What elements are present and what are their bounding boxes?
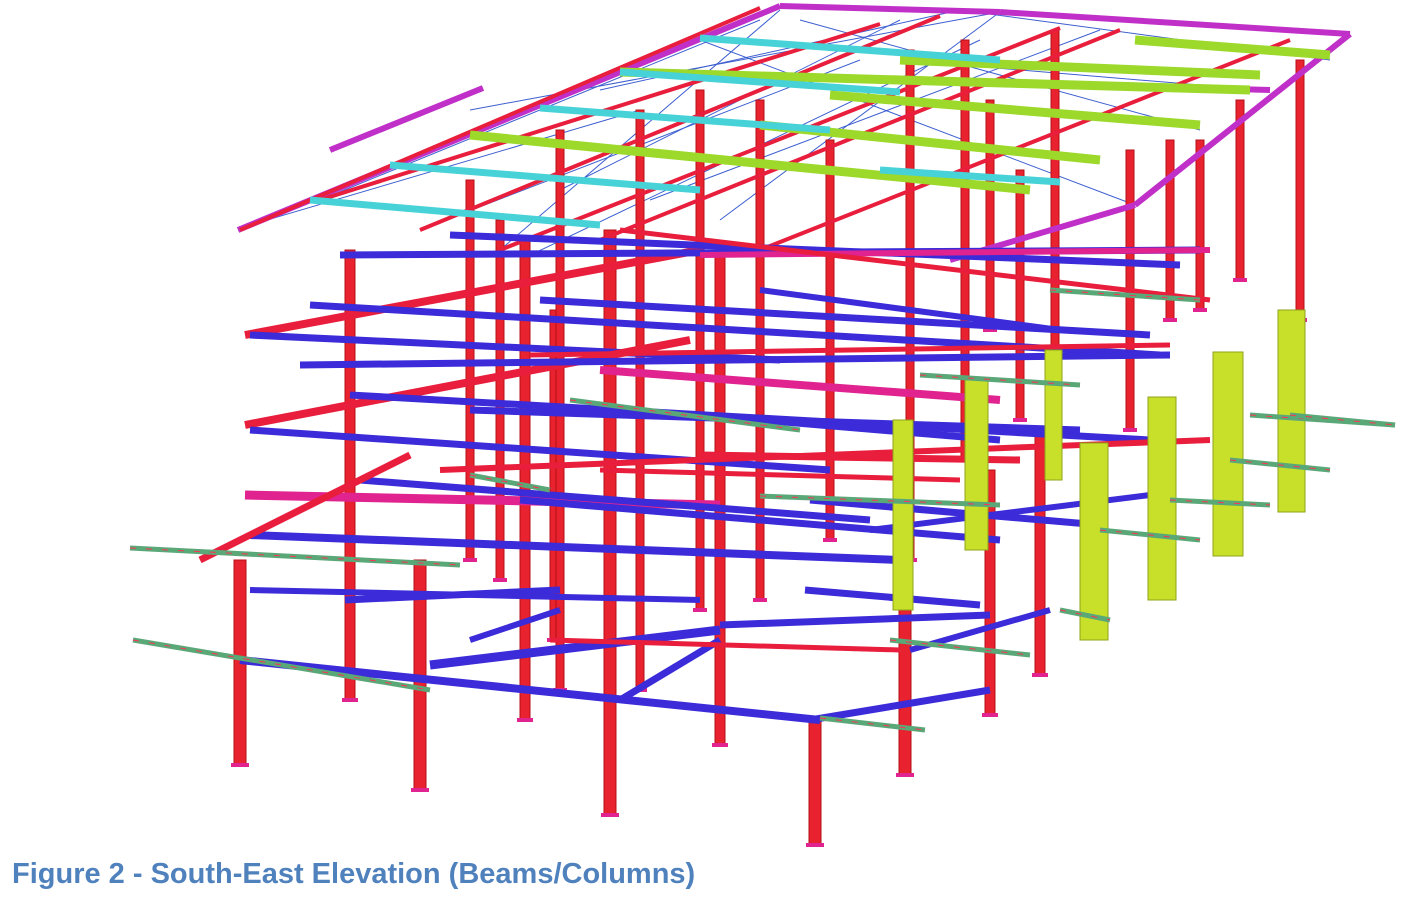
- roof-brace-21: [719, 11, 1001, 221]
- tie-beam-edge-147: [1169, 499, 1271, 506]
- column-base-47: [517, 718, 533, 722]
- column-base-69: [823, 538, 837, 542]
- roof-cyan-beam-37: [389, 161, 701, 194]
- tie-beam-edge-153: [469, 474, 551, 491]
- figure-caption: Figure 2 - South-East Elevation (Beams/C…: [12, 858, 696, 890]
- roof-cyan-beam-39: [879, 166, 1061, 186]
- column-48: [603, 229, 617, 816]
- roof-girder-22: [239, 6, 761, 232]
- column-base-83: [1163, 318, 1177, 322]
- floor-beam-132: [549, 637, 901, 653]
- column-68: [825, 139, 835, 541]
- column-base-43: [342, 698, 358, 702]
- roof-brace-13: [799, 19, 1201, 131]
- floor-beam-103: [619, 227, 1211, 303]
- column-base-95: [1013, 418, 1027, 422]
- roof-beam-2: [779, 3, 1001, 15]
- column-base-41: [231, 763, 249, 767]
- column-base-53: [806, 843, 824, 847]
- column-base-67: [753, 598, 767, 602]
- floor-beam-119: [809, 496, 1101, 529]
- roof-beam-3: [999, 9, 1351, 37]
- tie-beam-edge-159: [919, 374, 1081, 386]
- column-90: [1195, 139, 1205, 311]
- tie-beam-edge-145: [1229, 459, 1331, 471]
- roof-beam-4: [1133, 31, 1352, 208]
- column-58: [1034, 429, 1046, 676]
- column-base-81: [1123, 428, 1137, 432]
- floor-beam-96: [244, 246, 701, 339]
- column-88: [985, 99, 995, 331]
- floor-beam-130: [469, 607, 561, 643]
- floor-beam-123: [239, 656, 821, 724]
- roof-green-beam-29: [619, 67, 1251, 95]
- column-46: [519, 239, 531, 721]
- tie-beam-edge-151: [819, 717, 926, 731]
- roof-cyan-beam-35: [619, 68, 901, 96]
- column-base-89: [983, 328, 997, 332]
- column-86: [1295, 59, 1305, 321]
- layer-ties: [129, 287, 1396, 733]
- column-52: [808, 719, 822, 846]
- tie-beam-148: [1059, 607, 1111, 623]
- floor-beam-112: [759, 416, 1001, 444]
- roof-green-beam-30: [1134, 35, 1331, 60]
- column-base-91: [1193, 308, 1207, 312]
- tie-beam-edge-135: [129, 547, 461, 566]
- column-base-55: [896, 773, 914, 777]
- floor-beam-129: [809, 686, 991, 724]
- floor-beam-98: [249, 331, 781, 364]
- column-base-59: [1032, 673, 1048, 677]
- tie-beam-edge-161: [569, 399, 801, 431]
- floor-beam-113: [529, 342, 1171, 358]
- column-base-77: [493, 578, 507, 582]
- floor-beam-110: [599, 366, 1001, 404]
- roof-beam-6: [328, 85, 485, 153]
- floor-beam-118: [519, 496, 1001, 544]
- tie-beam-edge-137: [132, 639, 431, 691]
- floor-beam-126: [618, 636, 722, 704]
- column-base-49: [601, 813, 619, 817]
- column-base-65: [693, 608, 707, 612]
- roof-brace-19: [649, 29, 1101, 201]
- yellow-column-167: [1079, 442, 1109, 641]
- tie-beam-138: [759, 493, 1001, 508]
- roof-cyan-beam-36: [539, 104, 831, 134]
- floor-beam-104: [759, 287, 1061, 333]
- roof-cyan-beam-34: [699, 34, 1001, 64]
- yellow-column-168: [964, 379, 989, 551]
- tie-beam-162: [1049, 287, 1201, 303]
- tie-beam-edge-141: [1099, 529, 1201, 541]
- column-base-73: [463, 558, 477, 562]
- floor-beam-125: [429, 625, 721, 670]
- column-base-51: [712, 743, 728, 747]
- floor-beam-115: [249, 531, 901, 564]
- floor-beam-131: [249, 587, 701, 603]
- column-base-85: [1233, 278, 1247, 282]
- yellow-column-170: [1044, 349, 1063, 481]
- floor-beam-108: [299, 351, 1171, 369]
- yellow-column-169: [892, 419, 914, 611]
- floor-beam-122: [198, 451, 412, 564]
- roof-cyan-beam-38: [309, 196, 601, 229]
- floor-beam-101: [699, 247, 1211, 258]
- layer-beams: [198, 3, 1352, 724]
- tie-beam-edge-155: [889, 639, 1031, 656]
- roof-green-beam-32: [899, 55, 1261, 80]
- floor-beam-100: [449, 231, 1181, 269]
- tie-beam-edge-157: [1289, 414, 1396, 426]
- roof-green-beam-28: [469, 130, 1031, 195]
- column-base-45: [411, 788, 429, 792]
- floor-beam-116: [359, 476, 871, 524]
- column-base-57: [982, 713, 998, 717]
- column-50: [714, 249, 726, 746]
- floor-beam-106: [249, 426, 831, 474]
- roof-brace-12: [699, 39, 1136, 206]
- yellow-column-165: [1212, 351, 1244, 557]
- roof-green-beam-31: [829, 90, 1201, 130]
- yellow-column-164: [1277, 309, 1306, 513]
- floor-beam-127: [719, 611, 991, 629]
